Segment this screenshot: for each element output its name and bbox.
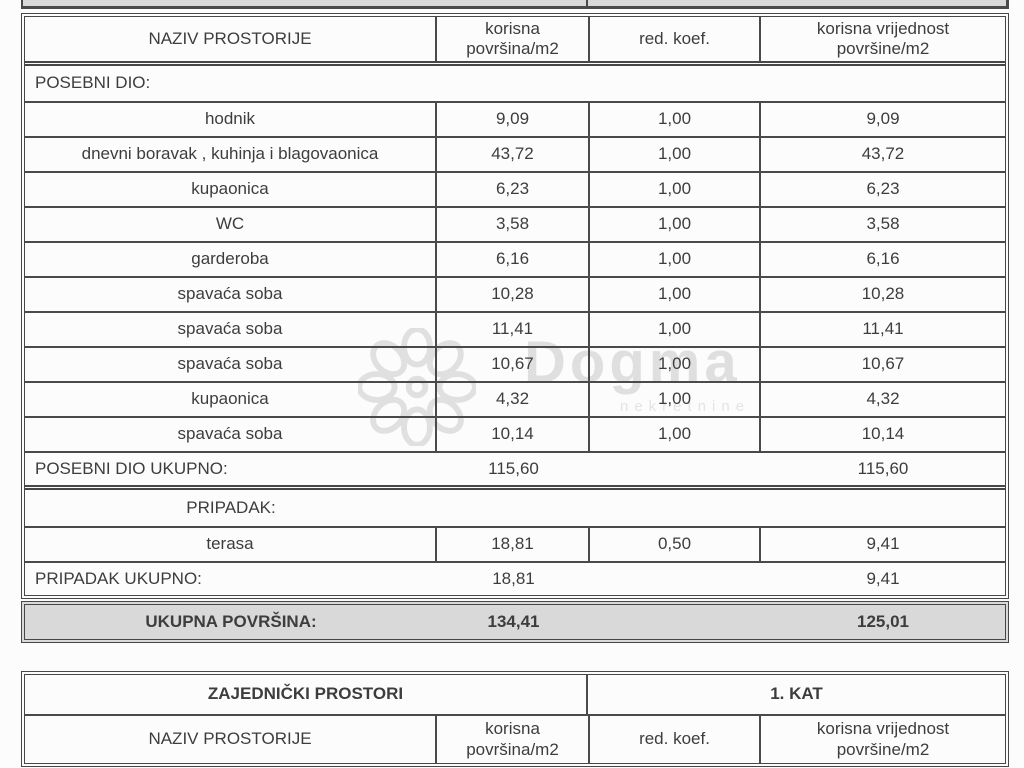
section-posebni-dio: POSEBNI DIO:: [25, 66, 1005, 103]
room-value: 9,09: [866, 109, 900, 129]
room-name: kupaonica: [25, 173, 437, 206]
room-area: 10,28: [437, 278, 590, 311]
room-koef: 1,00: [590, 418, 761, 451]
room-value: 43,72: [861, 144, 905, 164]
grand-total-value: 125,01: [857, 611, 909, 631]
table-row: garderoba 6,16 1,00 6,16: [25, 243, 1005, 278]
table-row: spavaća soba 10,67 1,00 10,67: [25, 348, 1005, 383]
table-row: spavaća soba 10,14 1,00 10,14: [25, 418, 1005, 453]
pripadak-total-area: 18,81: [492, 568, 535, 588]
room-koef: 1,00: [590, 278, 761, 311]
room-koef: 1,00: [590, 383, 761, 416]
posebni-dio-total-value: 115,60: [857, 458, 909, 478]
room-koef: 1,00: [590, 138, 761, 171]
room-area: 18,81: [437, 528, 590, 561]
table-header-row: NAZIV PROSTORIJE korisna površina/m2 red…: [25, 17, 1005, 66]
posebni-dio-total-row: POSEBNI DIO UKUPNO: 115,60 115,60: [25, 453, 1005, 490]
room-value: 10,28: [861, 284, 905, 304]
room-koef: 0,50: [590, 528, 761, 561]
room-koef: 1,00: [590, 173, 761, 206]
header-korisna-povrsina: korisna površina/m2: [437, 716, 590, 763]
table-row: spavaća soba 11,41 1,00 11,41: [25, 313, 1005, 348]
header-naziv-prostorije: NAZIV PROSTORIJE: [25, 17, 437, 61]
room-area: 43,72: [437, 138, 590, 171]
room-name: terasa: [25, 528, 437, 561]
table-row: dnevni boravak , kuhinja i blagovaonica …: [25, 138, 1005, 173]
room-koef: 1,00: [590, 243, 761, 276]
pripadak-total-value: 9,41: [866, 568, 900, 588]
room-value: 6,16: [866, 249, 900, 269]
room-value: 3,58: [866, 214, 900, 234]
table-row: kupaonica 6,23 1,00 6,23: [25, 173, 1005, 208]
common-areas-table: ZAJEDNIČKI PROSTORI 1. KAT NAZIV PROSTOR…: [21, 671, 1009, 767]
table-row: WC 3,58 1,00 3,58: [25, 208, 1005, 243]
posebni-dio-total-label: POSEBNI DIO UKUPNO:: [35, 458, 228, 478]
header-korisna-vrijednost: korisna vrijednost površine/m2: [816, 18, 950, 58]
section-posebni-dio-label: POSEBNI DIO:: [35, 73, 151, 93]
pripadak-total-row: PRIPADAK UKUPNO: 18,81 9,41: [25, 563, 1005, 595]
room-name: spavaća soba: [25, 418, 437, 451]
room-name: dnevni boravak , kuhinja i blagovaonica: [25, 138, 437, 171]
cutoff-strip-right-cell: [588, 0, 1006, 6]
room-koef: 1,00: [590, 103, 761, 136]
room-area: 4,32: [437, 383, 590, 416]
room-value: 10,14: [861, 424, 905, 444]
room-name: WC: [25, 208, 437, 241]
room-area: 10,14: [437, 418, 590, 451]
section-pripadak-label: PRIPADAK:: [186, 497, 276, 517]
room-area: 11,41: [437, 313, 590, 346]
header-red-koef: red. koef.: [590, 716, 761, 763]
cutoff-strip-left-cell: [23, 0, 588, 6]
room-name: garderoba: [25, 243, 437, 276]
grand-total-row: UKUPNA POVRŠINA: 134,41 125,01: [21, 601, 1009, 643]
posebni-dio-total-area: 115,60: [488, 458, 539, 478]
header-red-koef: red. koef.: [590, 17, 761, 61]
room-name: spavaća soba: [25, 348, 437, 381]
room-area: 3,58: [437, 208, 590, 241]
room-area: 9,09: [437, 103, 590, 136]
table-row: terasa 18,81 0,50 9,41: [25, 528, 1005, 563]
table-row: hodnik 9,09 1,00 9,09: [25, 103, 1005, 138]
common-areas-header-row: NAZIV PROSTORIJE korisna površina/m2 red…: [25, 716, 1005, 763]
room-value: 10,67: [861, 354, 905, 374]
room-area: 10,67: [437, 348, 590, 381]
table-row: kupaonica 4,32 1,00 4,32: [25, 383, 1005, 418]
common-areas-title-row: ZAJEDNIČKI PROSTORI 1. KAT: [25, 675, 1005, 716]
room-name: kupaonica: [25, 383, 437, 416]
cutoff-header-strip: [21, 0, 1009, 9]
floor-title: 1. KAT: [770, 684, 823, 704]
zajednicki-prostori-title: ZAJEDNIČKI PROSTORI: [25, 675, 588, 714]
room-area: 6,23: [437, 173, 590, 206]
room-value: 6,23: [866, 179, 900, 199]
grand-total-label: UKUPNA POVRŠINA:: [145, 611, 317, 631]
room-koef: 1,00: [590, 208, 761, 241]
room-koef: 1,00: [590, 348, 761, 381]
room-name: spavaća soba: [25, 313, 437, 346]
room-value: 4,32: [866, 389, 900, 409]
room-value: 11,41: [862, 319, 904, 339]
area-table: NAZIV PROSTORIJE korisna površina/m2 red…: [21, 13, 1009, 599]
room-name: hodnik: [25, 103, 437, 136]
room-name: spavaća soba: [25, 278, 437, 311]
room-value: 9,41: [866, 534, 900, 554]
pripadak-total-label: PRIPADAK UKUPNO:: [35, 568, 202, 588]
room-area: 6,16: [437, 243, 590, 276]
room-koef: 1,00: [590, 313, 761, 346]
grand-total-area: 134,41: [487, 611, 540, 631]
table-row: spavaća soba 10,28 1,00 10,28: [25, 278, 1005, 313]
header-naziv-prostorije: NAZIV PROSTORIJE: [25, 716, 437, 763]
watermark-tagline: nekretnine: [620, 398, 751, 415]
section-pripadak: PRIPADAK:: [25, 490, 1005, 528]
header-korisna-vrijednost: korisna vrijednost površine/m2: [816, 719, 950, 759]
header-korisna-povrsina: korisna površina/m2: [437, 17, 590, 61]
